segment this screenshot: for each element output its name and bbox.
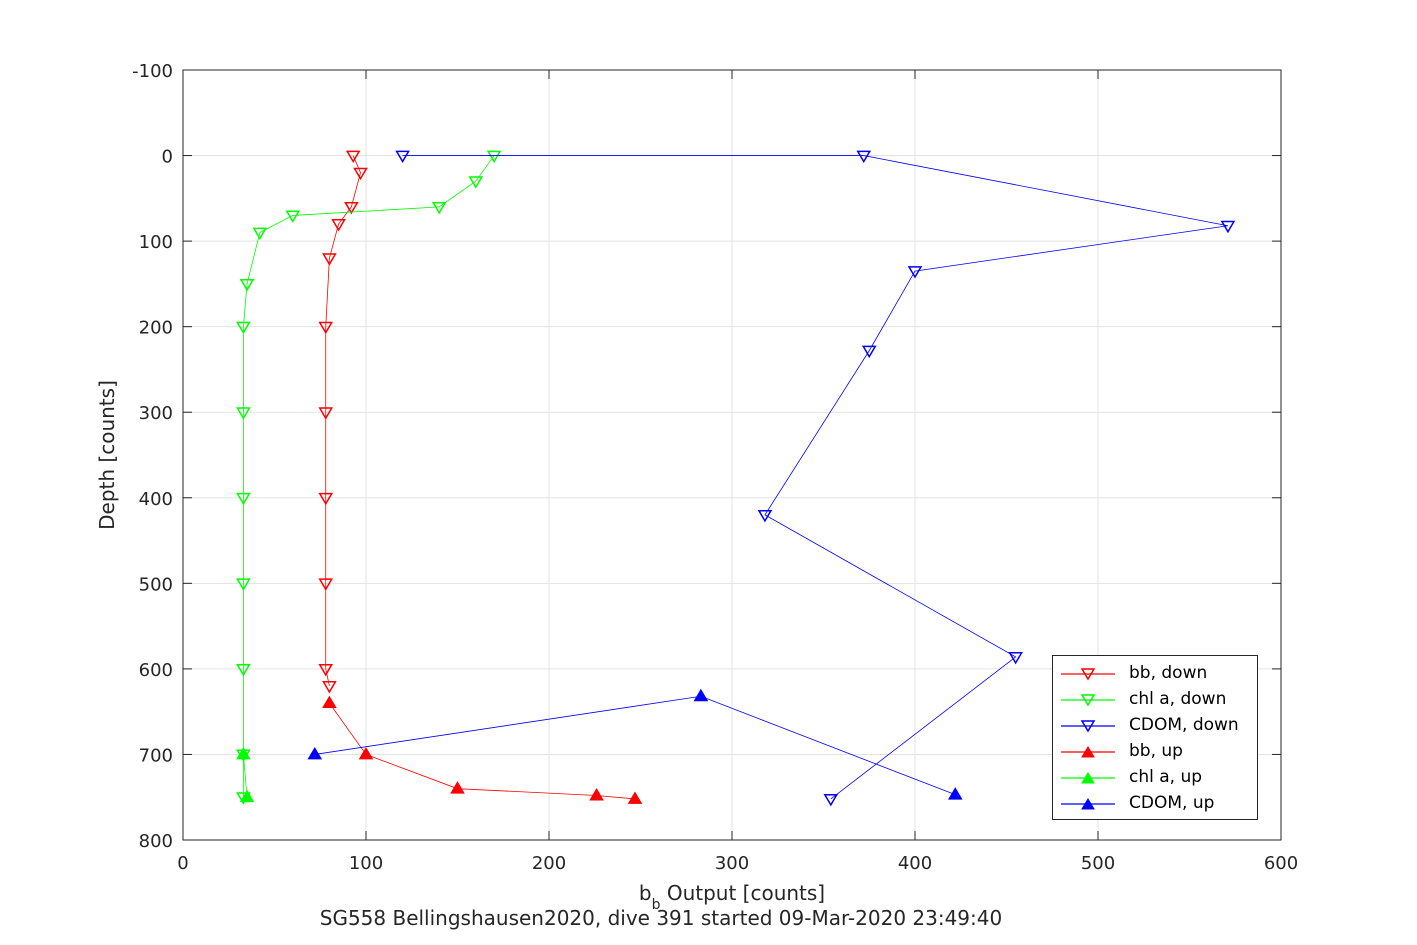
data-point	[486, 150, 502, 164]
legend: bb, down chl a, down CDOM, down bb, up c…	[1052, 655, 1258, 820]
series-line	[242, 155, 495, 798]
y-tick-label: 200	[139, 318, 173, 339]
data-point	[236, 407, 251, 420]
legend-item: CDOM, up	[1053, 790, 1257, 816]
x-tick-label: 200	[532, 853, 566, 874]
data-point	[947, 787, 963, 800]
data-point	[322, 681, 337, 694]
x-tick-label: 600	[1264, 853, 1298, 874]
data-point	[331, 219, 346, 232]
x-tick-label: 0	[177, 853, 188, 874]
data-point	[693, 688, 709, 702]
data-point	[318, 492, 334, 506]
data-point	[757, 509, 773, 523]
series-line	[329, 702, 636, 800]
legend-item: chl a, down	[1053, 686, 1257, 712]
legend-label: chl a, down	[1129, 689, 1227, 709]
data-point	[358, 746, 374, 760]
data-layer	[236, 150, 1236, 807]
legend-label: CDOM, down	[1129, 715, 1239, 735]
legend-label: chl a, up	[1129, 767, 1203, 787]
legend-label: CDOM, up	[1129, 793, 1215, 813]
data-point	[318, 663, 334, 677]
series-line	[242, 754, 248, 798]
data-point	[345, 150, 361, 164]
y-tick-label: 500	[139, 574, 173, 595]
data-point	[318, 407, 334, 420]
data-point	[431, 201, 447, 215]
data-point	[395, 150, 410, 164]
data-point	[236, 746, 251, 760]
x-tick-label: 100	[349, 853, 383, 874]
data-point	[468, 176, 484, 189]
series-line	[325, 155, 361, 687]
data-point	[285, 210, 301, 223]
data-point	[236, 578, 251, 591]
legend-swatch-chl-up	[1061, 772, 1115, 784]
data-point	[322, 695, 337, 709]
data-point	[236, 663, 251, 677]
legend-swatch-cdom-up	[1061, 798, 1115, 810]
data-point	[1220, 220, 1236, 234]
legend-item: CDOM, down	[1053, 712, 1257, 738]
data-point	[907, 266, 923, 279]
x-tick-label: 500	[1081, 853, 1115, 874]
data-point	[307, 746, 323, 760]
data-point	[856, 150, 872, 164]
y-tick-label: 400	[139, 489, 173, 510]
legend-item: bb, up	[1053, 738, 1257, 764]
data-point	[589, 788, 604, 801]
y-tick-label: -100	[132, 61, 173, 82]
legend-label: bb, up	[1129, 741, 1183, 761]
y-tick-label: 700	[139, 745, 173, 766]
x-axis-label: bb Output [counts]	[639, 881, 825, 913]
legend-swatch-cdom-down	[1061, 720, 1115, 733]
data-point	[823, 793, 839, 807]
data-point	[236, 492, 251, 506]
tick-layer: 0 100 200 300 400 500 600 -100 0 100 200 300 400 500 6…	[132, 61, 1298, 874]
y-tick-label: 300	[139, 403, 173, 424]
data-point	[318, 321, 334, 335]
data-point	[450, 781, 465, 794]
data-point	[344, 201, 359, 215]
x-tick-label: 300	[715, 853, 749, 874]
data-point	[627, 791, 643, 804]
data-point	[252, 227, 268, 241]
data-point	[236, 321, 251, 335]
y-tick-label: 0	[162, 147, 173, 168]
series-line	[314, 695, 956, 796]
legend-swatch-chl-down	[1061, 694, 1115, 707]
y-tick-label: 600	[139, 660, 173, 681]
data-point	[318, 578, 334, 591]
y-tick-label: 800	[139, 831, 173, 852]
data-point	[1008, 651, 1023, 665]
legend-label: bb, down	[1129, 663, 1208, 683]
legend-swatch-bb-down	[1061, 668, 1115, 681]
legend-swatch-bb-up	[1061, 746, 1115, 758]
data-point	[322, 253, 337, 266]
legend-item: bb, down	[1053, 660, 1257, 686]
subtitle: SG558 Bellingshausen2020, dive 391 start…	[320, 906, 1002, 930]
y-tick-label: 100	[139, 232, 173, 253]
data-point	[239, 278, 255, 292]
legend-item: chl a, up	[1053, 764, 1257, 790]
y-axis-label: Depth [counts]	[95, 380, 119, 530]
x-tick-label: 400	[898, 853, 932, 874]
data-point	[861, 345, 877, 359]
series-line	[402, 155, 1229, 800]
data-point	[239, 789, 255, 803]
data-point	[353, 167, 368, 181]
